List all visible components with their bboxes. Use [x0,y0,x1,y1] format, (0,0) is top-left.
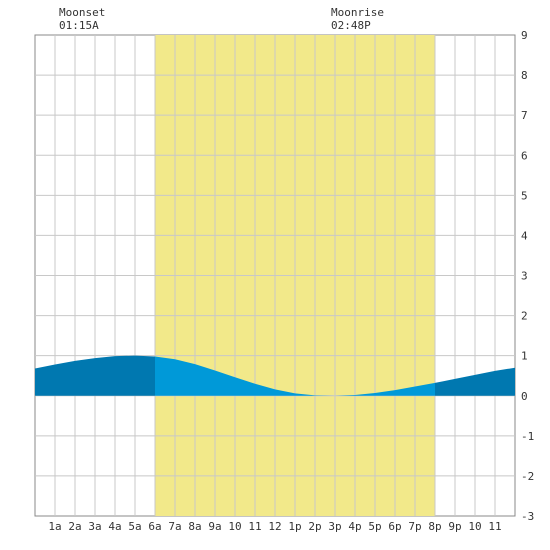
y-tick-label: 7 [521,109,528,122]
x-tick-label: 9a [208,520,221,533]
x-tick-label: 11 [248,520,261,533]
y-tick-label: -1 [521,430,534,443]
y-tick-label: 4 [521,229,528,242]
moon-event-time: 02:48P [331,19,371,32]
moon-event-label: Moonset [59,6,105,19]
x-tick-label: 2a [68,520,81,533]
x-tick-label: 2p [308,520,321,533]
x-tick-label: 4p [348,520,361,533]
x-tick-label: 8p [428,520,441,533]
y-tick-label: 1 [521,350,528,363]
x-tick-label: 8a [188,520,201,533]
x-tick-label: 12 [268,520,281,533]
x-tick-label: 10 [468,520,481,533]
x-tick-label: 5p [368,520,381,533]
x-tick-label: 3p [328,520,341,533]
y-tick-label: 6 [521,149,528,162]
x-tick-label: 7p [408,520,421,533]
x-tick-label: 3a [88,520,101,533]
y-tick-label: 3 [521,270,528,283]
y-tick-label: 9 [521,29,528,42]
moon-event-label: Moonrise [331,6,384,19]
x-tick-label: 9p [448,520,461,533]
y-tick-label: 8 [521,69,528,82]
tide-area-night-evening [435,367,515,396]
x-tick-label: 5a [128,520,141,533]
x-tick-label: 10 [228,520,241,533]
x-tick-label: 1p [288,520,301,533]
tide-area-night-morning [35,355,155,396]
y-tick-label: -2 [521,470,534,483]
x-tick-label: 6p [388,520,401,533]
y-tick-label: 0 [521,390,528,403]
x-tick-label: 11 [488,520,501,533]
y-tick-label: -3 [521,510,534,523]
x-tick-label: 6a [148,520,161,533]
y-tick-label: 2 [521,310,528,323]
x-tick-label: 7a [168,520,181,533]
tide-area-day [155,356,435,396]
y-tick-label: 5 [521,189,528,202]
moon-event-time: 01:15A [59,19,99,32]
x-tick-label: 4a [108,520,121,533]
x-tick-label: 1a [48,520,61,533]
